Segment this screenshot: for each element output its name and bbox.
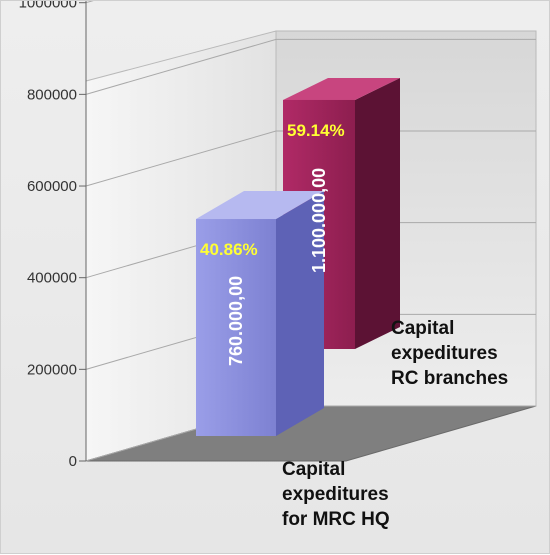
- category-label-line: RC branches: [391, 368, 508, 389]
- bars: [196, 77, 400, 436]
- grid-line: [85, 1, 94, 4]
- category-label-line: expeditures: [391, 343, 498, 364]
- bar-top: [196, 191, 324, 220]
- grid-line: [85, 130, 536, 187]
- category-label-line: expeditures: [282, 484, 389, 505]
- bar-side: [355, 77, 400, 350]
- bar-value-label: 760.000,00: [226, 276, 246, 366]
- y-tick-label: 0: [69, 453, 77, 470]
- bar-value-label: 1.100.000,00: [309, 168, 329, 273]
- category-label-line: Capital: [282, 459, 345, 480]
- y-tick-label: 800000: [27, 86, 77, 103]
- category-label-line: for MRC HQ: [282, 509, 390, 530]
- y-axis: 020000040000060000080000010000001200000: [19, 1, 87, 470]
- bar-percent-label: 59.14%: [287, 121, 345, 140]
- y-tick-label: 600000: [27, 178, 77, 195]
- y-tick-label: 1000000: [19, 1, 77, 12]
- y-tick-label: 400000: [27, 270, 77, 287]
- y-tick-label: 200000: [27, 361, 77, 378]
- category-label: Capital expeditures for MRC HQ: [282, 459, 390, 530]
- category-label: Capital expeditures RC branches: [391, 318, 508, 389]
- bar-top: [283, 77, 400, 100]
- bar-percent-label: 40.86%: [200, 240, 258, 259]
- bar: [196, 219, 276, 436]
- grid-line: [85, 38, 536, 95]
- category-label-line: Capital: [391, 318, 454, 339]
- bar-side: [276, 191, 324, 436]
- bar-labels: 59.14% 1.100.000,00 40.86% 760.000,00 Capita…: [200, 121, 508, 530]
